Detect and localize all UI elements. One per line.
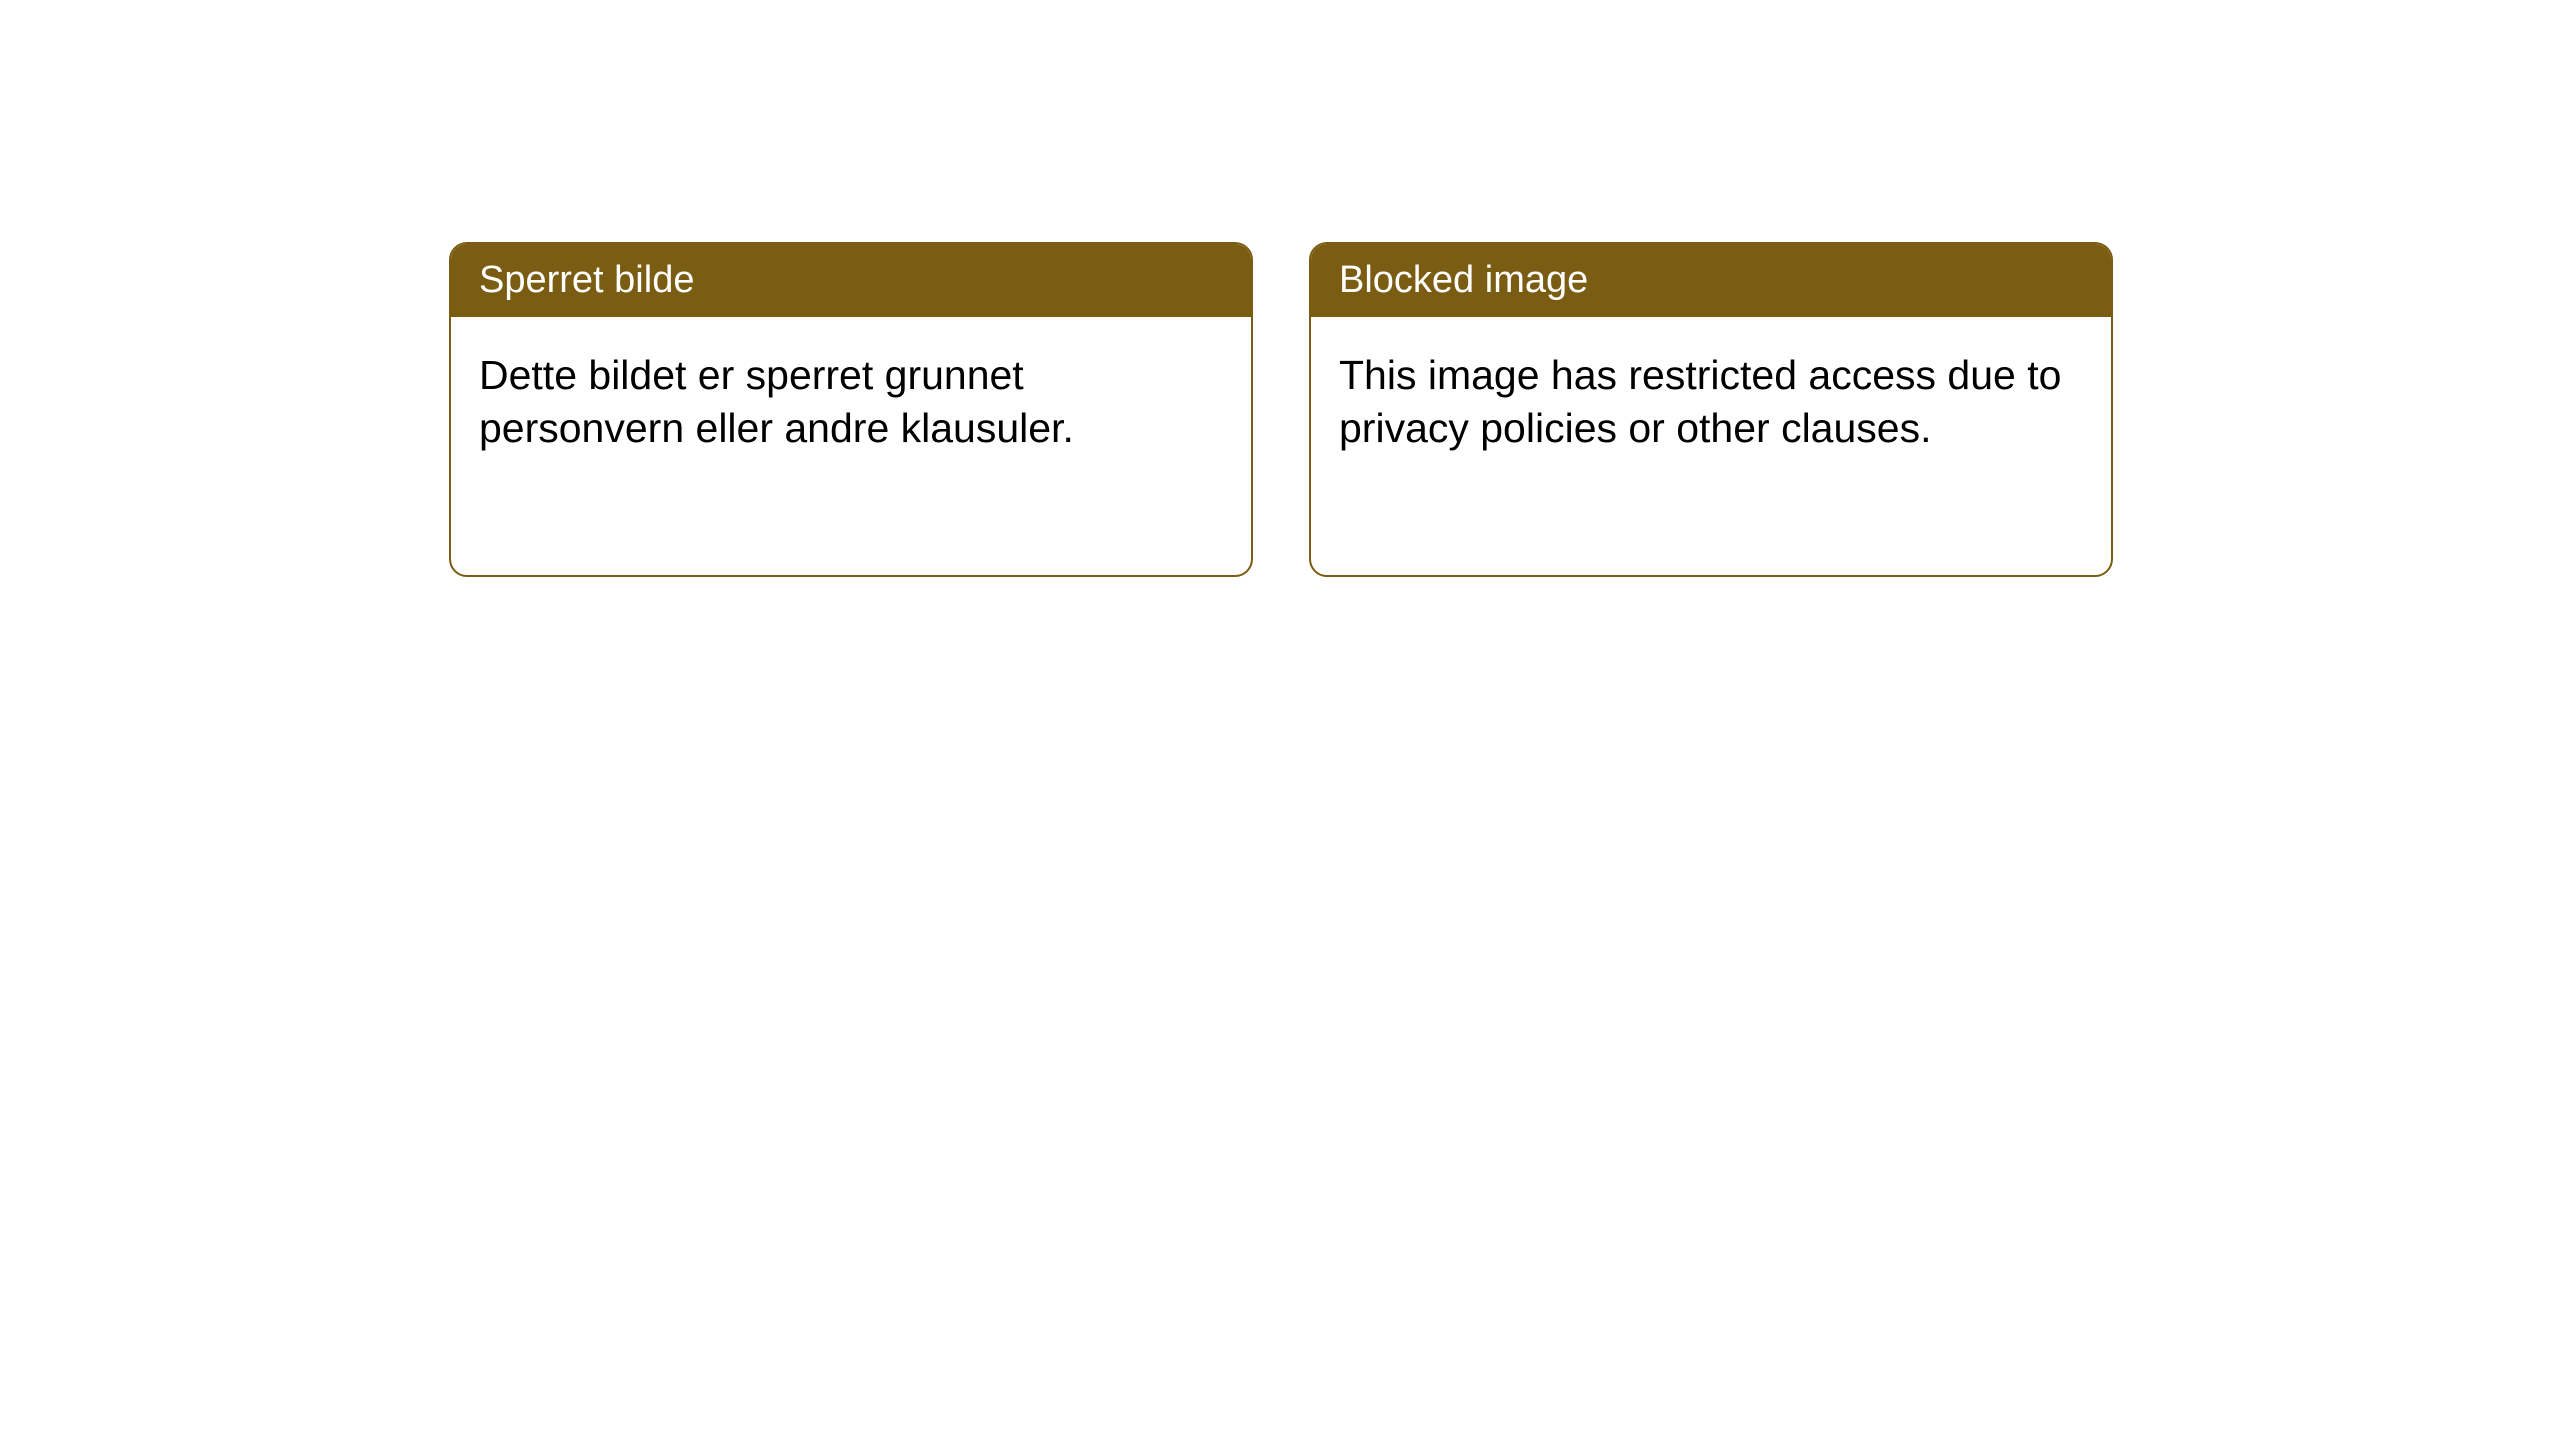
notice-body: Dette bildet er sperret grunnet personve… <box>451 317 1251 486</box>
notice-card-norwegian: Sperret bilde Dette bildet er sperret gr… <box>449 242 1253 577</box>
notice-card-english: Blocked image This image has restricted … <box>1309 242 2113 577</box>
notice-container: Sperret bilde Dette bildet er sperret gr… <box>449 242 2113 577</box>
notice-header: Sperret bilde <box>451 244 1251 317</box>
notice-body: This image has restricted access due to … <box>1311 317 2111 486</box>
notice-header: Blocked image <box>1311 244 2111 317</box>
